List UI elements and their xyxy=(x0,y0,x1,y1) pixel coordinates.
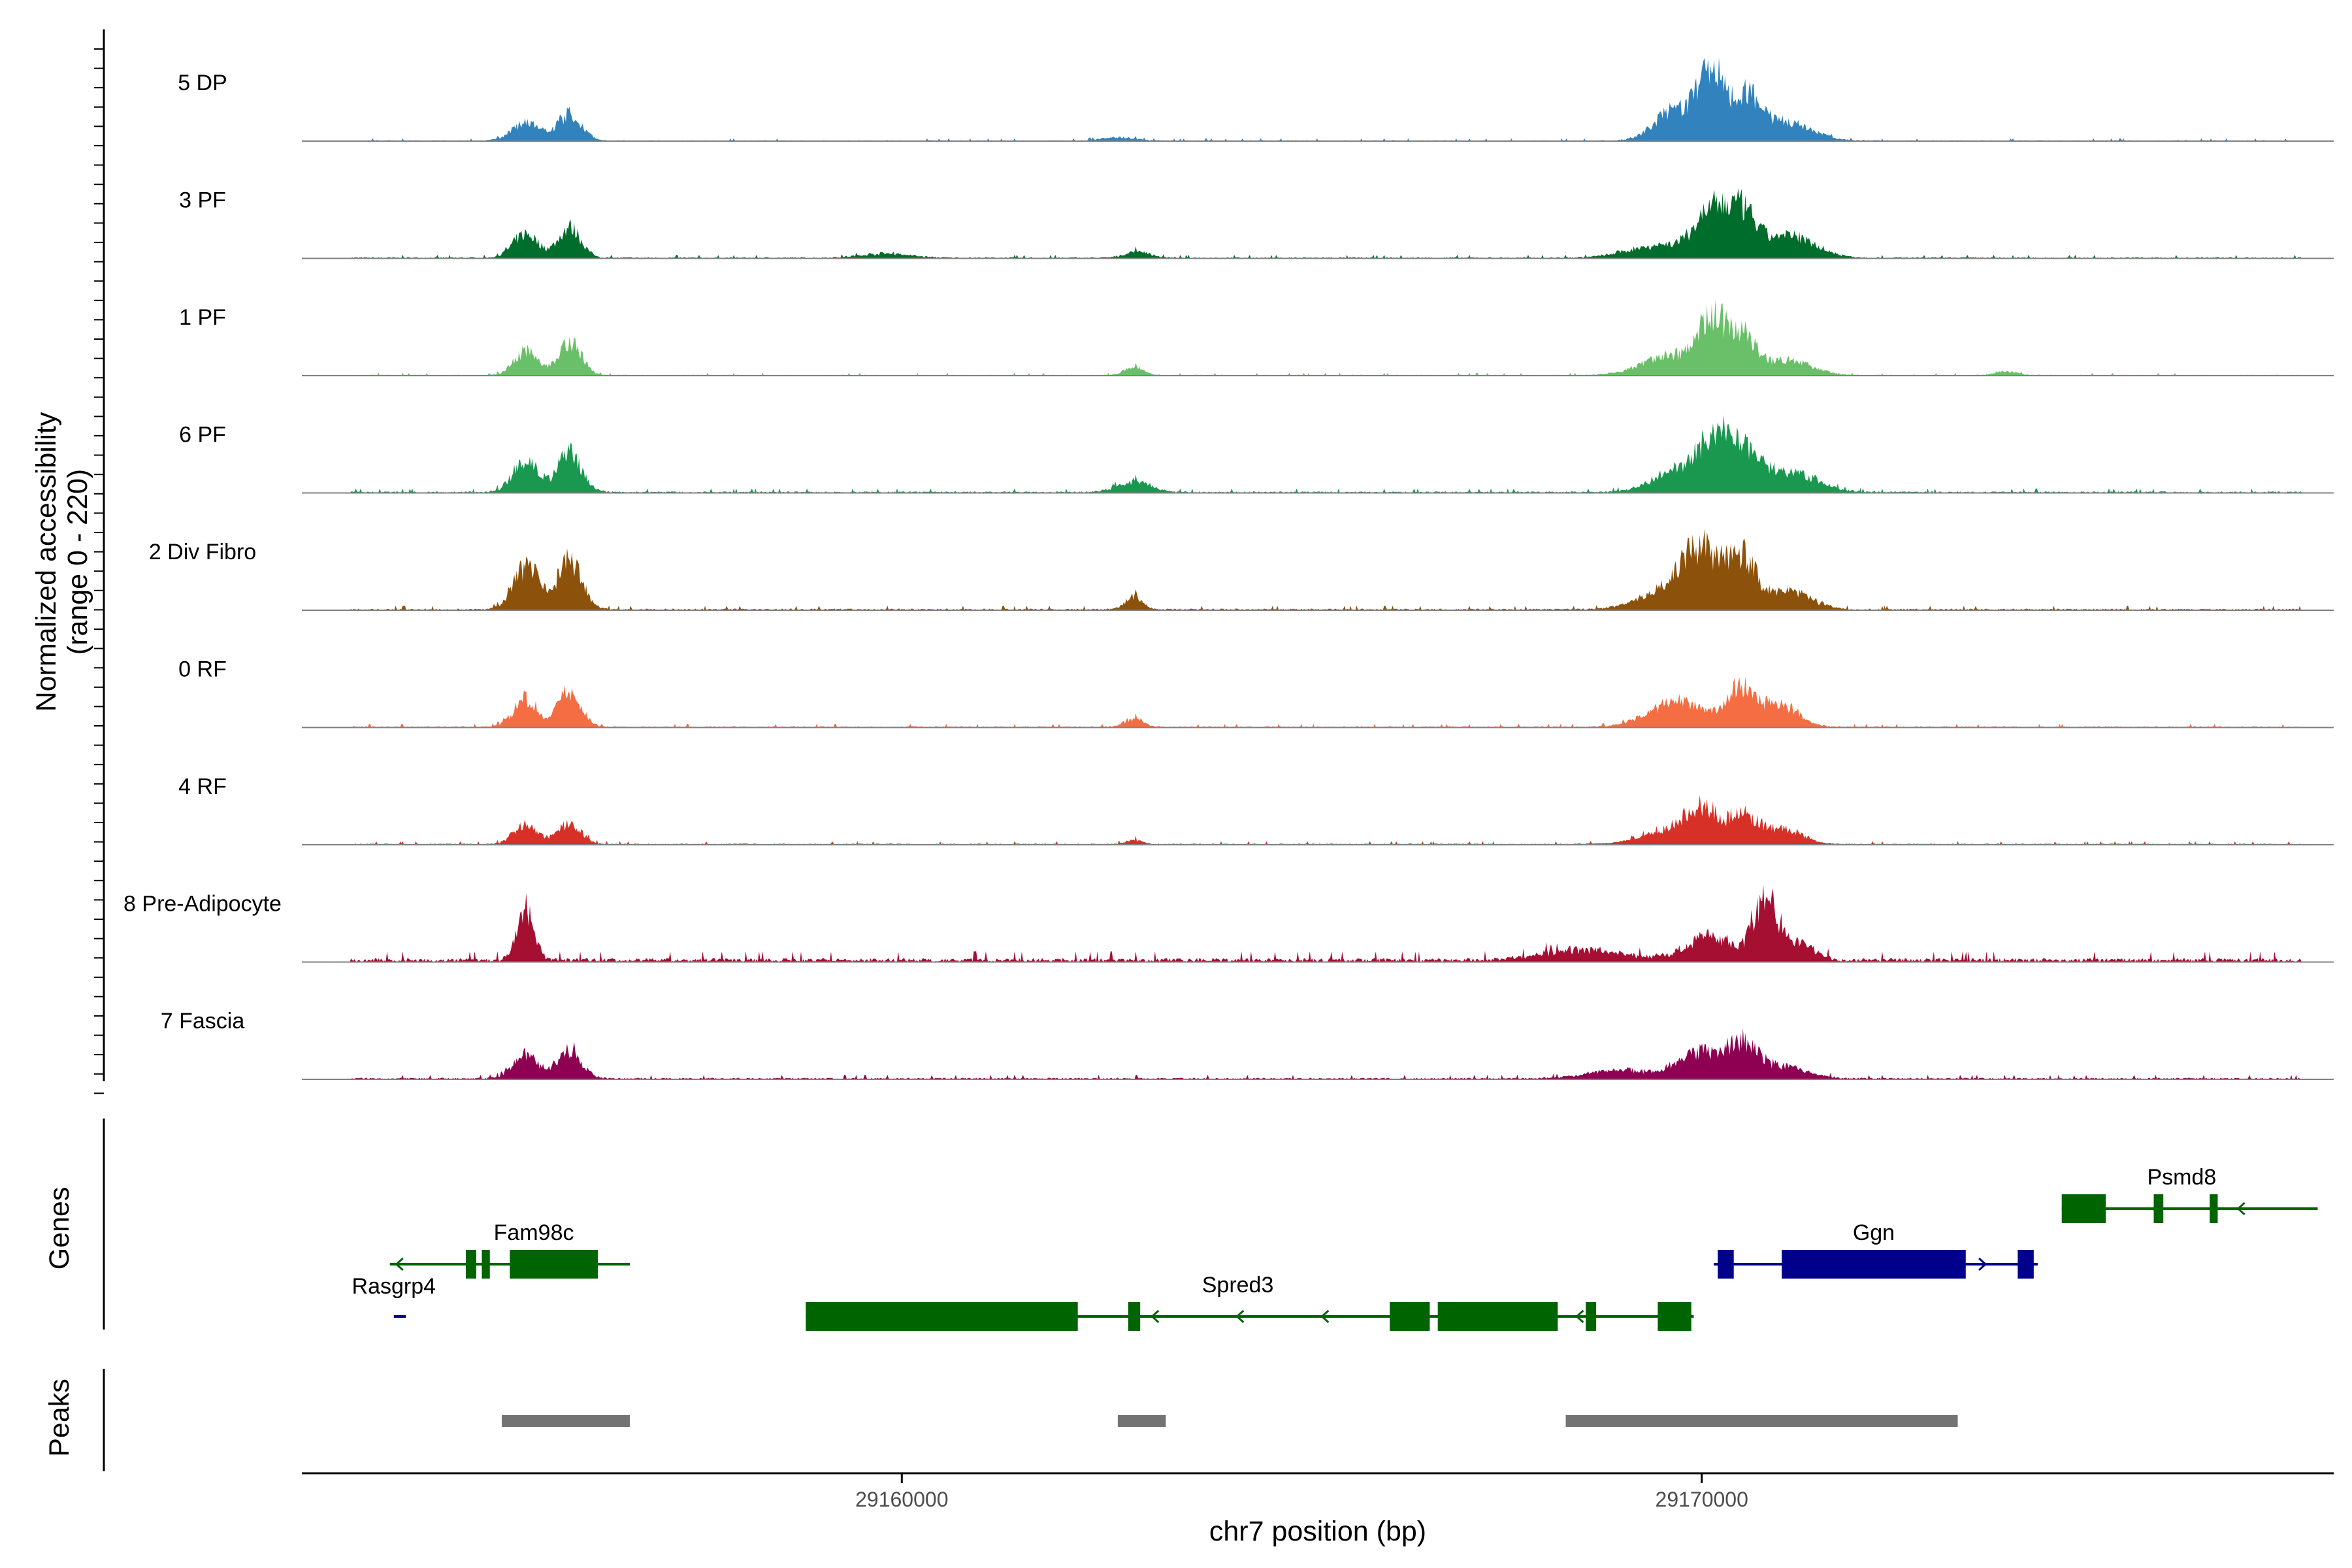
track-label: 6 PF xyxy=(179,423,226,448)
track-3-pf: 3 PF xyxy=(179,188,2334,259)
track-label: 7 Fascia xyxy=(161,1009,245,1034)
coverage-area xyxy=(350,299,2302,376)
exon xyxy=(1390,1302,1430,1331)
exon xyxy=(2061,1194,2106,1223)
track-0-rf: 0 RF xyxy=(178,657,2334,728)
peaks-panel: Peaks xyxy=(44,1369,1958,1471)
gene-label: Rasgrp4 xyxy=(352,1274,436,1299)
exon xyxy=(510,1250,598,1279)
y-axis-title-range: (range 0 - 220) xyxy=(62,469,93,655)
strand-arrow xyxy=(1978,1257,1987,1271)
gene-ggn: Ggn xyxy=(1714,1220,2038,1279)
coverage-area xyxy=(350,1028,2302,1079)
coverage-tracks: 5 DP 3 PF 1 PF 6 PF 2 Div Fibro 0 RF 4 RF 8 Pre… xyxy=(123,57,2334,1080)
y-axis-title-line1: Normalized accessibility xyxy=(31,412,62,711)
track-label: 3 PF xyxy=(179,188,226,213)
coverage-y-axis xyxy=(94,29,105,1094)
track-label: 2 Div Fibro xyxy=(149,540,256,564)
gene-label: Fam98c xyxy=(494,1220,574,1245)
track-label: 1 PF xyxy=(179,305,226,330)
x-tick-label: 29160000 xyxy=(855,1488,948,1511)
genes-axis-title: Genes xyxy=(44,1187,75,1270)
exon xyxy=(466,1250,476,1279)
track-label: 4 RF xyxy=(178,774,227,799)
exon xyxy=(482,1250,490,1279)
gene-spred3: Spred3 xyxy=(806,1273,1694,1331)
coverage-area xyxy=(350,676,2302,728)
strand-arrow xyxy=(1235,1309,1245,1324)
exon xyxy=(1128,1302,1141,1331)
strand-arrow xyxy=(2236,1201,2246,1216)
gene-rasgrp4: Rasgrp4 xyxy=(352,1274,436,1318)
coverage-area xyxy=(350,415,2302,493)
coverage-area xyxy=(350,795,2302,845)
track-1-pf: 1 PF xyxy=(179,299,2334,376)
x-tick-label: 29170000 xyxy=(1656,1488,1748,1511)
track-label: 5 DP xyxy=(178,71,227,95)
exon xyxy=(1658,1302,1691,1331)
peak-region xyxy=(1117,1415,1166,1427)
x-axis-title: chr7 position (bp) xyxy=(1209,1516,1426,1547)
track-7-fascia: 7 Fascia xyxy=(161,1009,2334,1080)
track-8-pre-adipocyte: 8 Pre-Adipocyte xyxy=(123,885,2334,963)
track-6-pf: 6 PF xyxy=(179,415,2334,494)
exon xyxy=(1718,1250,1734,1279)
coverage-area xyxy=(350,188,2302,259)
track-5-dp: 5 DP xyxy=(178,57,2334,142)
gene-psmd8: Psmd8 xyxy=(2061,1165,2318,1223)
exon xyxy=(1586,1302,1597,1331)
track-4-rf: 4 RF xyxy=(178,774,2334,845)
gene-label: Psmd8 xyxy=(2147,1165,2216,1190)
exon xyxy=(806,1302,1078,1331)
strand-arrow xyxy=(395,1257,404,1271)
exon xyxy=(1782,1250,1966,1279)
exon xyxy=(1437,1302,1558,1331)
x-axis: chr7 position (bp) 29160000 29170000 xyxy=(302,1472,2334,1547)
gene-label: Spred3 xyxy=(1202,1273,1274,1298)
gene-fam98c: Fam98c xyxy=(389,1220,630,1279)
coverage-area xyxy=(350,57,2302,141)
coverage-area xyxy=(350,529,2302,610)
strand-arrow xyxy=(1151,1309,1160,1324)
peaks-axis-title: Peaks xyxy=(44,1379,75,1457)
coverage-area xyxy=(350,885,2302,962)
y-axis-title: Normalized accessibility (range 0 - 220) xyxy=(31,412,93,711)
genes-panel: Genes Fam98c Rasgrp4 Spred3 Ggn Psmd8 xyxy=(44,1119,2318,1331)
strand-arrow xyxy=(1320,1309,1330,1324)
peak-region xyxy=(502,1415,630,1427)
track-2-div-fibro: 2 Div Fibro xyxy=(149,529,2334,611)
peak-region xyxy=(1565,1415,1958,1427)
track-label: 8 Pre-Adipocyte xyxy=(123,892,282,917)
exon xyxy=(2210,1194,2218,1223)
gene-label: Ggn xyxy=(1853,1220,1895,1245)
exon xyxy=(2017,1250,2034,1279)
exon xyxy=(2153,1194,2164,1223)
strand-arrow xyxy=(1575,1309,1584,1324)
track-label: 0 RF xyxy=(178,657,227,682)
